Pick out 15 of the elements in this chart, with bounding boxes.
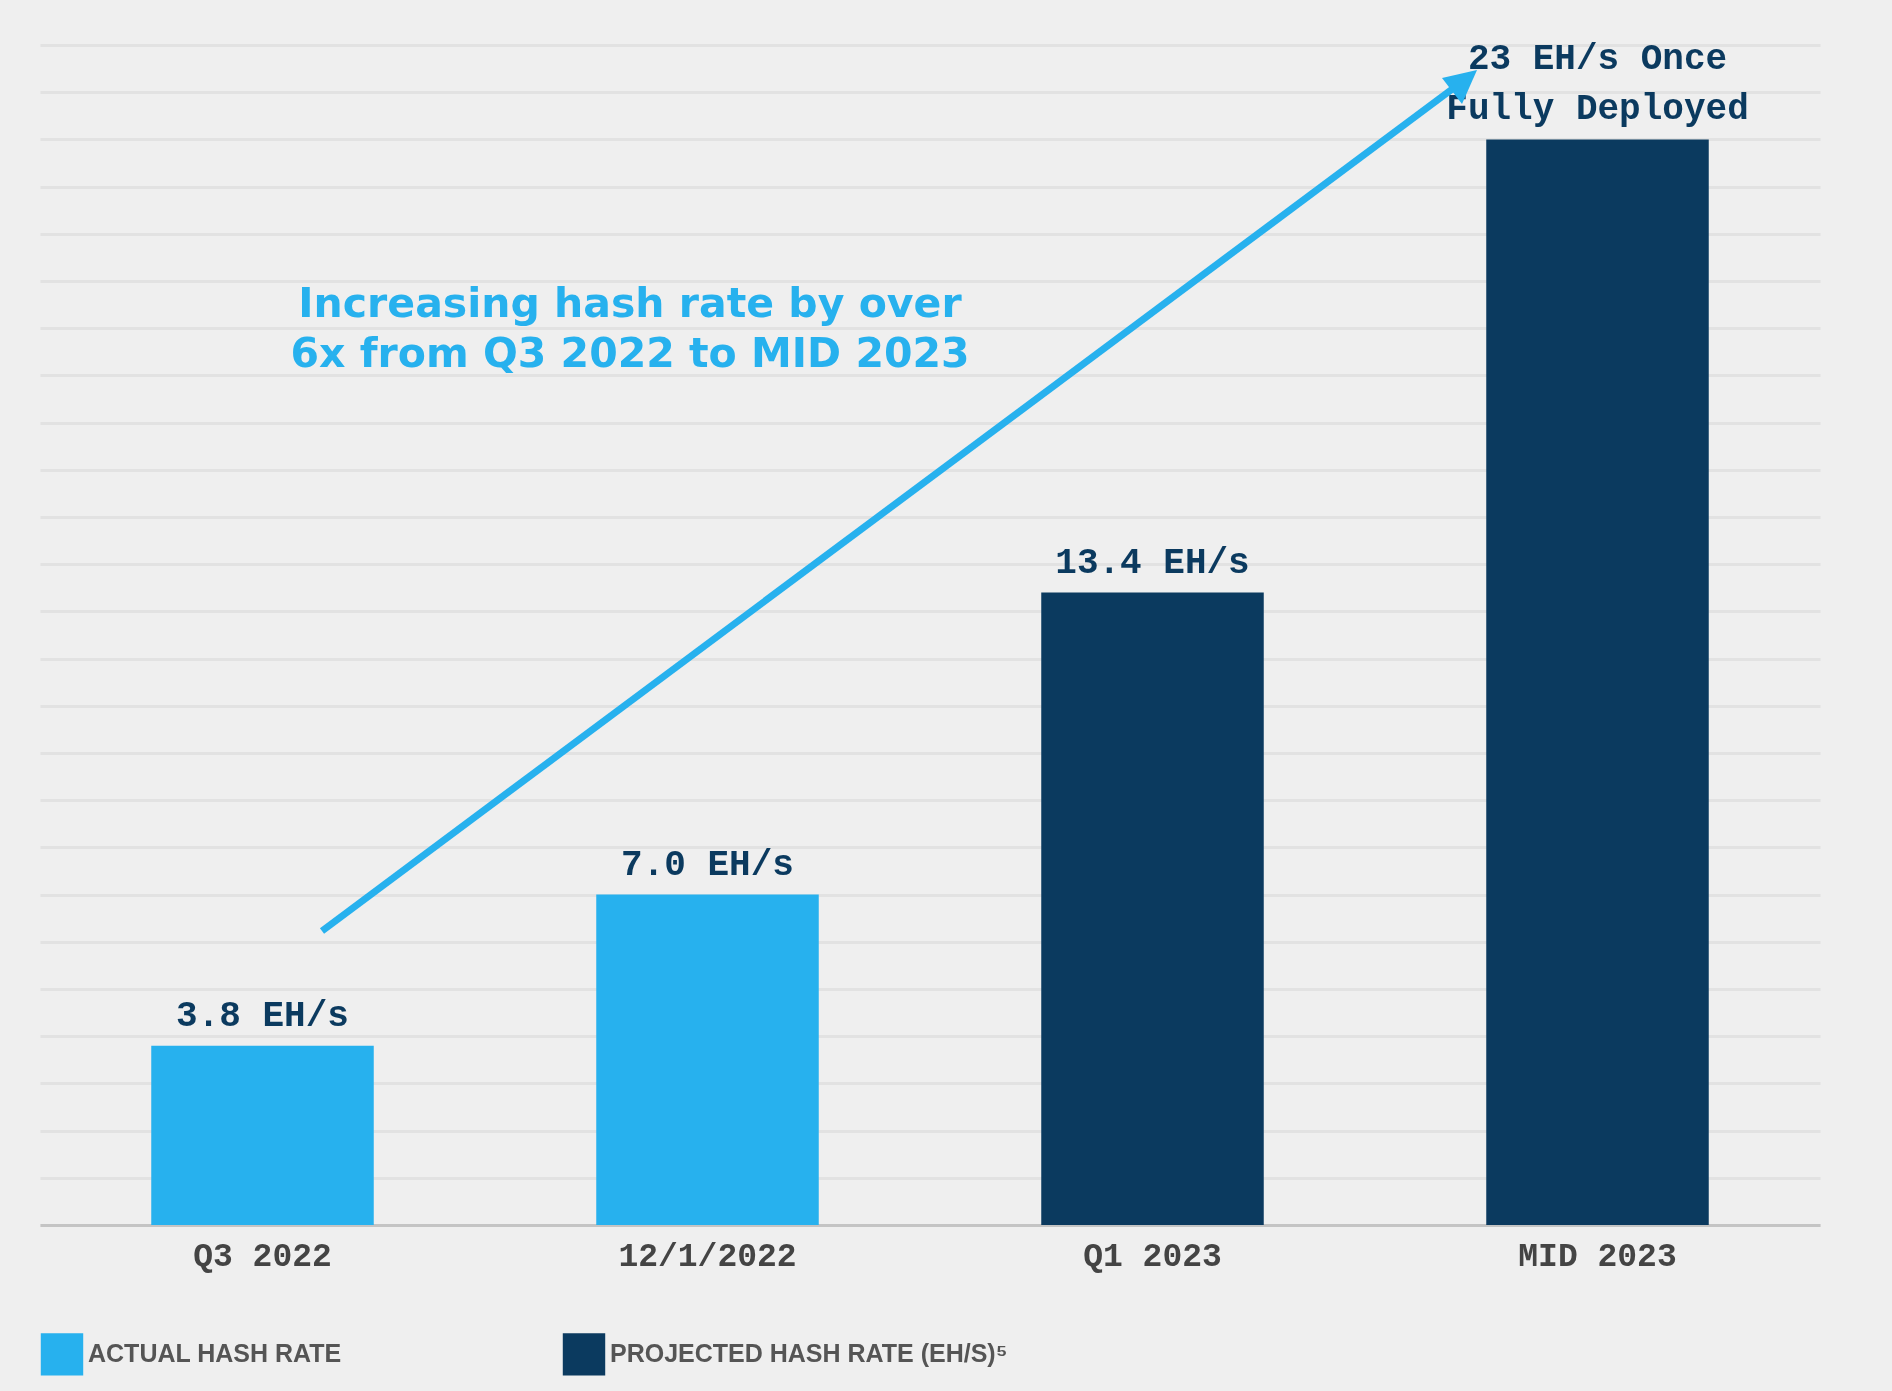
bar — [1041, 592, 1264, 1225]
legend-label: ACTUAL HASH RATE — [88, 1339, 342, 1368]
x-tick-label: 12/1/2022 — [618, 1238, 797, 1276]
bar — [1486, 139, 1709, 1225]
x-tick-label: Q1 2023 — [1083, 1238, 1222, 1276]
legend-label: PROJECTED HASH RATE (EH/S)⁵ — [610, 1339, 1008, 1368]
data-label: 23 EH/s Once Fully Deployed — [1446, 39, 1749, 131]
data-label: 13.4 EH/s — [1055, 542, 1250, 584]
x-tick-label: Q3 2022 — [193, 1238, 332, 1276]
bar — [151, 1045, 374, 1225]
x-tick-label: MID 2023 — [1518, 1238, 1677, 1276]
data-label: 3.8 EH/s — [176, 995, 349, 1037]
data-label: 7.0 EH/s — [621, 844, 794, 886]
annotation: Increasing hash rate by over 6x from Q3 2022 to MID 2023 — [290, 279, 970, 377]
bar — [596, 894, 819, 1225]
